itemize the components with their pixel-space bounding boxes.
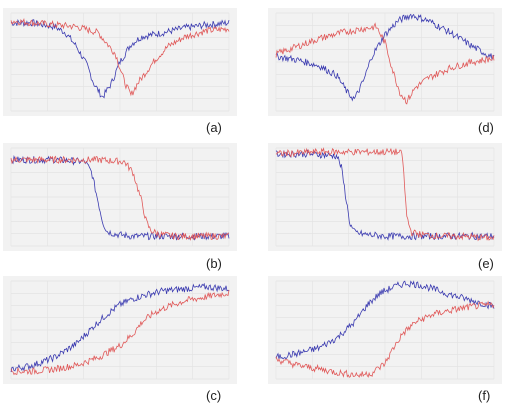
series-line-blue (275, 13, 495, 102)
series-line-blue (10, 282, 230, 373)
series-line-blue (275, 280, 495, 360)
chart-svg-e (275, 147, 495, 247)
panel-label-a: (a) (206, 120, 222, 135)
chart-panel-b (3, 143, 237, 251)
chart-svg-b (10, 147, 230, 247)
chart-panel-e (268, 143, 502, 251)
chart-svg-c (10, 280, 230, 380)
panel-label-b: (b) (206, 256, 222, 271)
chart-svg-d (275, 12, 495, 112)
series-line-red (275, 300, 495, 378)
panel-label-c: (c) (206, 388, 222, 403)
chart-panel-c (3, 276, 237, 384)
series-line-red (10, 17, 230, 97)
series-line-red (10, 155, 230, 241)
panel-label-e: (e) (478, 256, 494, 271)
panel-label-f: (f) (478, 388, 491, 403)
series-line-red (275, 22, 495, 105)
chart-svg-a (10, 12, 230, 112)
series-line-red (10, 289, 230, 376)
series-line-red (275, 147, 495, 242)
panel-label-d: (d) (478, 120, 494, 135)
chart-panel-a (3, 8, 237, 116)
chart-panel-d (268, 8, 502, 116)
chart-panel-f (268, 276, 502, 384)
chart-svg-f (275, 280, 495, 380)
